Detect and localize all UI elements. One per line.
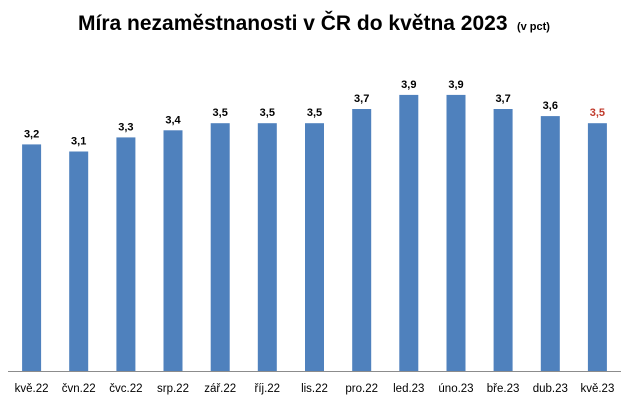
x-tick-label-dub.23: dub.23	[533, 383, 568, 395]
bar-pro.22	[352, 109, 372, 371]
data-label-kvě.23: 3,5	[590, 107, 605, 119]
bar-kvě.22	[22, 144, 42, 371]
x-tick-label-lis.22: lis.22	[301, 383, 328, 395]
chart-title-main: Míra nezaměstnanosti v ČR do května 2023	[78, 11, 508, 35]
x-tick-labels-group: kvě.22 čvn.22 čvc.22 srp.22 zář.22 říj.22 lis.…	[15, 383, 615, 395]
x-tick-label-zář.22: zář.22	[204, 383, 236, 395]
data-label-kvě.22: 3,2	[24, 128, 39, 140]
data-label-lis.22: 3,5	[307, 107, 322, 119]
bar-lis.22	[305, 123, 324, 371]
bar-bře.23	[493, 109, 513, 371]
data-label-bře.23: 3,7	[495, 93, 510, 105]
x-tick-label-čvc.22: čvc.22	[109, 383, 142, 395]
bar-čvc.22	[116, 137, 136, 371]
bar-srp.22	[163, 130, 183, 371]
x-tick-label-říj.22: říj.22	[255, 383, 281, 395]
x-tick-label-pro.22: pro.22	[345, 383, 378, 395]
x-tick-label-led.23: led.23	[393, 383, 424, 395]
data-label-úno.23: 3,9	[448, 79, 463, 91]
x-tick-label-úno.23: úno.23	[438, 383, 473, 395]
bar-dub.23	[540, 116, 560, 371]
bar-čvn.22	[69, 151, 89, 371]
data-label-zář.22: 3,5	[213, 107, 228, 119]
bar-zář.22	[210, 123, 230, 371]
data-label-led.23: 3,9	[401, 79, 416, 91]
data-label-říj.22: 3,5	[260, 107, 275, 119]
x-tick-label-kvě.22: kvě.22	[15, 383, 49, 395]
bar-říj.22	[257, 123, 277, 371]
x-tick-label-čvn.22: čvn.22	[62, 383, 96, 395]
x-tick-label-srp.22: srp.22	[157, 383, 189, 395]
data-labels-group: 3,2 3,1 3,3 3,4 3,5 3,5 3,5 3,7 3,9 3,9 3,7 3,6 3,5	[24, 79, 605, 148]
bar-led.23	[399, 94, 419, 372]
bars-group	[22, 94, 607, 372]
x-tick-label-kvě.23: kvě.23	[580, 383, 614, 395]
data-label-čvn.22: 3,1	[71, 136, 86, 148]
x-tick-label-bře.23: bře.23	[487, 383, 520, 395]
chart-title: Míra nezaměstnanosti v ČR do května 2023…	[78, 11, 550, 35]
bar-kvě.23	[587, 123, 607, 371]
data-label-dub.23: 3,6	[543, 100, 558, 112]
bar-úno.23	[446, 94, 466, 372]
chart-title-unit: (v pct)	[517, 21, 550, 33]
data-label-pro.22: 3,7	[354, 93, 369, 105]
data-label-čvc.22: 3,3	[118, 121, 133, 133]
data-label-srp.22: 3,4	[165, 114, 181, 126]
